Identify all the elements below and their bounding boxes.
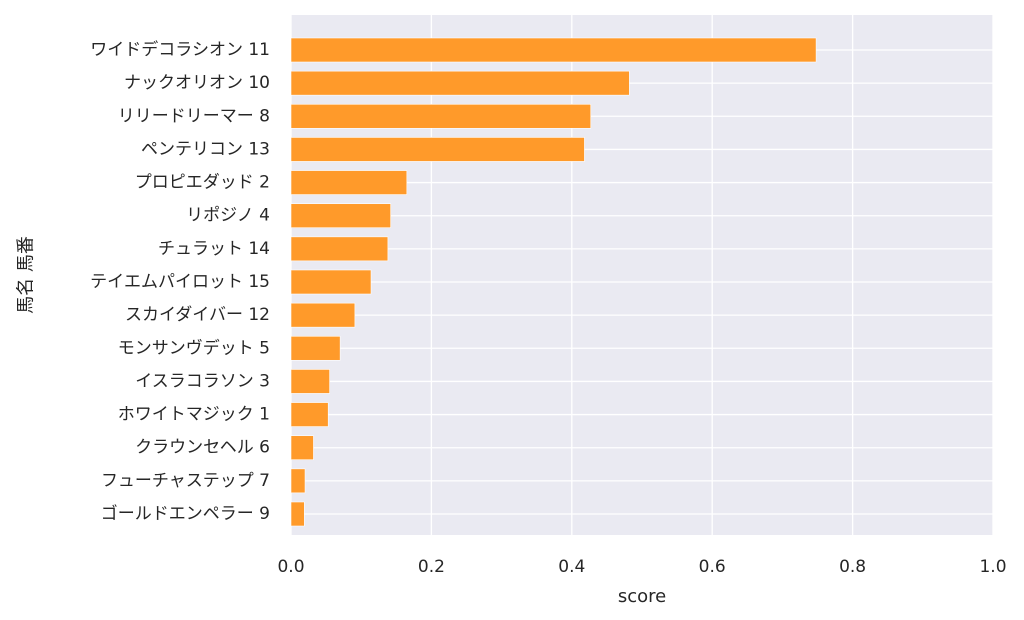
y-tick-label: リリードリーマー 8 xyxy=(118,106,270,126)
y-tick-label: ゴールドエンペラー 9 xyxy=(101,503,270,524)
y-tick-label: リポジノ 4 xyxy=(186,206,270,226)
bar xyxy=(290,335,341,361)
y-tick-label: ワイドデコラシオン 11 xyxy=(90,39,270,60)
x-tick-label: 0.4 xyxy=(558,557,585,577)
y-tick-label: チュラット 14 xyxy=(158,239,270,259)
bar xyxy=(290,402,329,427)
y-tick-label: フューチャステップ 7 xyxy=(101,471,270,491)
bar xyxy=(290,468,306,494)
bar xyxy=(290,236,389,262)
bars xyxy=(290,37,817,527)
y-tick-label: プロピエダッド 2 xyxy=(135,173,270,193)
bar xyxy=(290,170,408,195)
y-tick-label: ペンテリコン 13 xyxy=(141,139,270,159)
y-tick-label: イスラコラソン 3 xyxy=(135,371,270,391)
x-axis-label: score xyxy=(618,586,666,607)
x-tick-label: 0.8 xyxy=(839,557,866,577)
y-tick-label: ナックオリオン 10 xyxy=(124,73,270,93)
x-tick-label: 0.6 xyxy=(699,557,726,577)
y-axis-label: 馬名 馬番 xyxy=(16,236,37,314)
bar xyxy=(290,103,592,129)
bar xyxy=(290,369,330,394)
bar xyxy=(290,501,305,527)
y-tick-label: スカイダイバー 12 xyxy=(125,305,270,325)
bar xyxy=(290,302,356,328)
bar xyxy=(290,269,372,295)
y-tick-label: テイエムパイロット 15 xyxy=(90,272,270,292)
bar xyxy=(290,435,314,461)
bar xyxy=(290,137,585,162)
x-tick-label: 0.2 xyxy=(418,557,445,577)
y-tick-labels: ワイドデコラシオン 11 ナックオリオン 10 リリードリーマー 8 ペンテリコン 1… xyxy=(90,39,270,524)
bar xyxy=(290,203,391,229)
y-tick-label: モンサンヴデット 5 xyxy=(118,337,270,358)
y-tick-label: ホワイトマジック 1 xyxy=(118,405,270,425)
x-tick-label: 0.0 xyxy=(277,557,304,577)
bar xyxy=(290,37,817,63)
x-tick-labels: 0.0 0.2 0.4 0.6 0.8 1.0 xyxy=(277,557,1006,577)
x-tick-label: 1.0 xyxy=(979,557,1006,577)
y-tick-label: クラウンセヘル 6 xyxy=(135,438,270,458)
bar xyxy=(290,70,630,96)
